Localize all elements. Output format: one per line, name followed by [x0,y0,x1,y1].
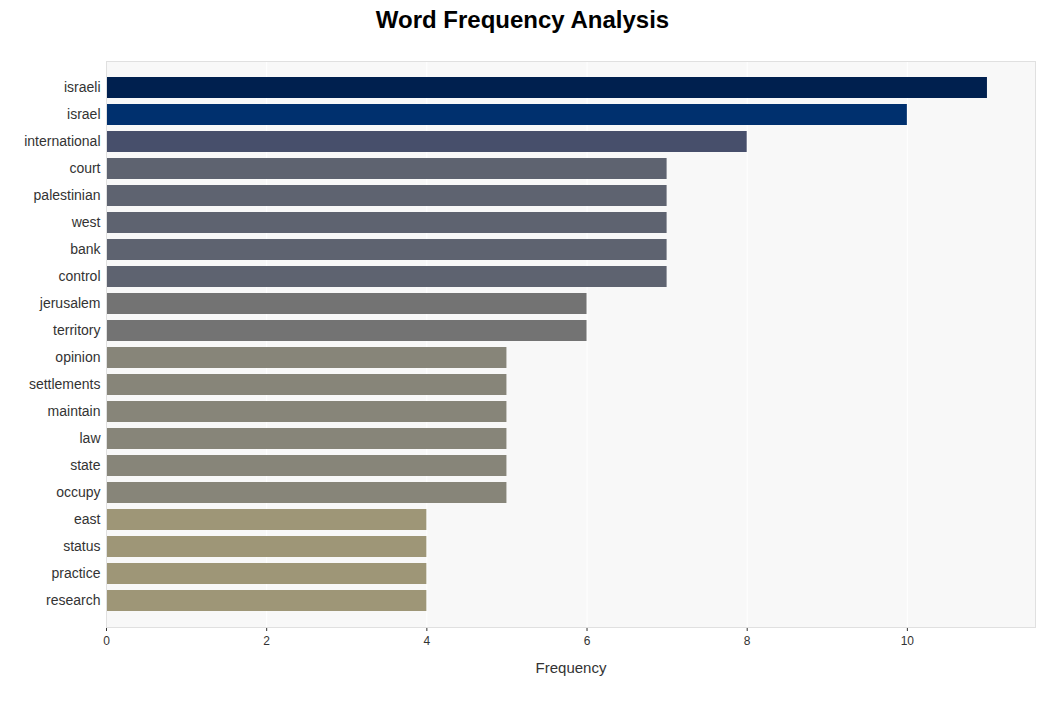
svg-text:8: 8 [744,634,751,648]
svg-text:10: 10 [901,634,915,648]
svg-text:east: east [74,511,101,527]
svg-text:territory: territory [53,322,100,338]
svg-text:6: 6 [584,634,591,648]
svg-text:Frequency: Frequency [536,659,607,676]
html-text:Word Frequency Analysis: Word Frequency Analysis [375,6,670,33]
svg-text:jerusalem: jerusalem [39,295,101,311]
svg-text:practice: practice [51,565,100,581]
svg-text:israeli: israeli [64,79,101,95]
svg-text:opinion: opinion [55,349,100,365]
svg-text:law: law [79,430,101,446]
svg-text:settlements: settlements [29,376,101,392]
svg-text:control: control [58,268,100,284]
svg-text:court: court [69,160,100,176]
svg-text:0: 0 [103,634,110,648]
svg-text:occupy: occupy [56,484,100,500]
svg-text:maintain: maintain [48,403,101,419]
svg-text:israel: israel [67,106,100,122]
svg-text:palestinian: palestinian [34,187,101,203]
svg-text:status: status [63,538,100,554]
svg-text:4: 4 [424,634,431,648]
svg-text:bank: bank [70,241,101,257]
svg-text:2: 2 [263,634,270,648]
svg-text:research: research [46,592,100,608]
svg-text:international: international [24,133,100,149]
svg-text:west: west [71,214,101,230]
svg-text:state: state [70,457,101,473]
